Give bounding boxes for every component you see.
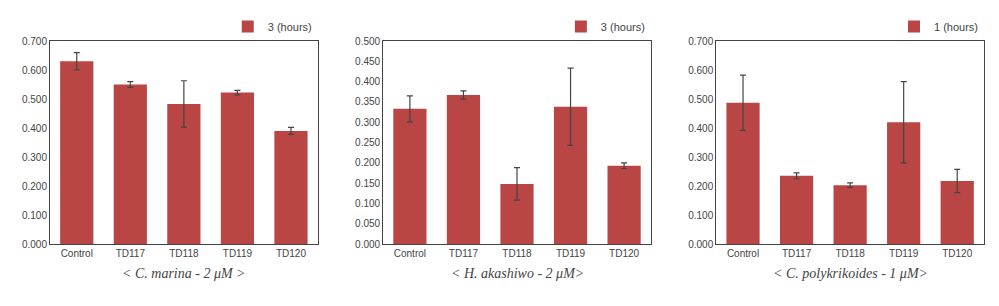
svg-text:TD117: TD117 <box>449 248 479 259</box>
svg-text:TD120: TD120 <box>609 248 639 259</box>
svg-text:0.700: 0.700 <box>688 36 713 47</box>
svg-text:0.600: 0.600 <box>688 65 713 76</box>
svg-text:1 (hours): 1 (hours) <box>934 21 978 33</box>
svg-text:0.100: 0.100 <box>688 210 713 221</box>
svg-text:Control: Control <box>394 248 426 259</box>
svg-text:TD117: TD117 <box>116 248 146 259</box>
svg-text:TD119: TD119 <box>556 248 586 259</box>
svg-text:0.500: 0.500 <box>688 94 713 105</box>
svg-text:0.000: 0.000 <box>688 239 713 250</box>
svg-text:3 (hours): 3 (hours) <box>268 21 312 33</box>
svg-text:3 (hours): 3 (hours) <box>601 21 645 33</box>
svg-text:TD119: TD119 <box>889 248 919 259</box>
svg-text:0.250: 0.250 <box>355 137 380 148</box>
svg-text:0.050: 0.050 <box>355 218 380 229</box>
svg-text:0.400: 0.400 <box>22 123 47 134</box>
svg-text:0.000: 0.000 <box>22 239 47 250</box>
svg-text:0.300: 0.300 <box>355 117 380 128</box>
svg-text:0.500: 0.500 <box>355 36 380 47</box>
svg-text:< C. marina - 2 μM >: < C. marina - 2 μM > <box>122 266 246 281</box>
svg-text:TD117: TD117 <box>782 248 812 259</box>
svg-text:TD120: TD120 <box>942 248 972 259</box>
svg-text:0.200: 0.200 <box>22 181 47 192</box>
svg-text:TD120: TD120 <box>276 248 306 259</box>
svg-text:0.400: 0.400 <box>355 76 380 87</box>
svg-text:0.350: 0.350 <box>355 96 380 107</box>
svg-text:0.100: 0.100 <box>355 198 380 209</box>
svg-text:Control: Control <box>727 248 759 259</box>
svg-text:0.500: 0.500 <box>22 94 47 105</box>
svg-text:0.150: 0.150 <box>355 178 380 189</box>
svg-text:0.700: 0.700 <box>22 36 47 47</box>
svg-text:< C. polykrikoides - 1 μM>: < C. polykrikoides - 1 μM> <box>773 266 928 281</box>
svg-text:0.000: 0.000 <box>355 239 380 250</box>
svg-text:0.300: 0.300 <box>22 152 47 163</box>
svg-text:0.200: 0.200 <box>355 157 380 168</box>
svg-text:Control: Control <box>61 248 93 259</box>
svg-text:TD118: TD118 <box>502 248 532 259</box>
svg-text:0.450: 0.450 <box>355 56 380 67</box>
svg-text:TD118: TD118 <box>169 248 199 259</box>
svg-text:0.600: 0.600 <box>22 65 47 76</box>
svg-text:< H. akashiwo - 2 μM>: < H. akashiwo - 2 μM> <box>451 266 584 281</box>
svg-text:0.300: 0.300 <box>688 152 713 163</box>
svg-text:0.400: 0.400 <box>688 123 713 134</box>
svg-text:TD119: TD119 <box>223 248 253 259</box>
svg-text:0.100: 0.100 <box>22 210 47 221</box>
svg-text:TD118: TD118 <box>835 248 865 259</box>
svg-text:0.200: 0.200 <box>688 181 713 192</box>
